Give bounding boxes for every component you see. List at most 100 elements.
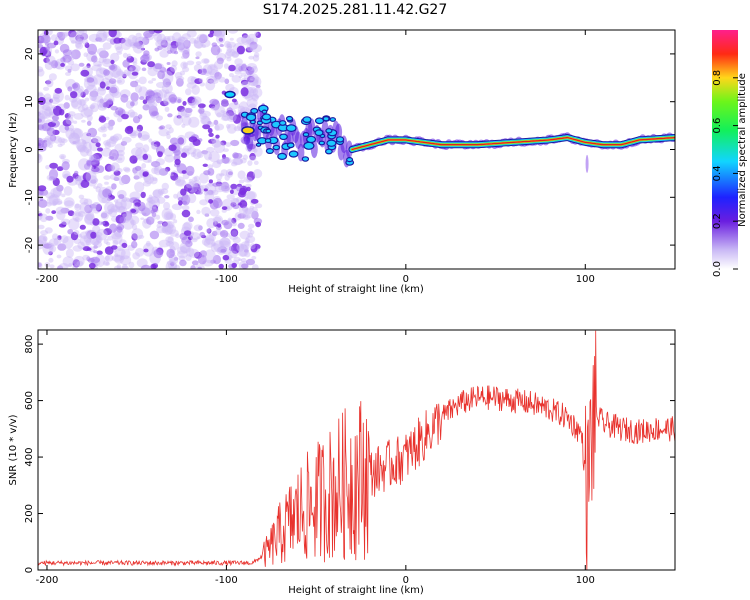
noise-blob: [54, 49, 60, 54]
noise-blob: [233, 256, 241, 262]
noise-blob: [39, 197, 44, 202]
noise-blob: [113, 199, 119, 203]
noise-blob: [75, 40, 82, 48]
noise-blob: [52, 233, 59, 240]
noise-blob: [176, 178, 182, 184]
trace-fragment: [329, 117, 336, 122]
noise-blob: [201, 238, 211, 246]
noise-blob: [226, 43, 233, 49]
noise-blob: [129, 64, 141, 72]
noise-blob: [51, 210, 57, 215]
noise-blob: [38, 96, 46, 106]
noise-blob: [110, 105, 118, 111]
noise-blob: [134, 205, 139, 209]
noise-blob: [45, 106, 52, 112]
noise-blob: [200, 115, 211, 125]
noise-blob: [150, 263, 157, 269]
x-tick-label: -200: [36, 575, 59, 586]
noise-blob: [183, 230, 192, 237]
noise-blob: [224, 40, 231, 48]
noise-blob: [82, 172, 92, 182]
noise-blob: [45, 201, 52, 207]
noise-blob: [161, 83, 173, 94]
noise-blob: [230, 198, 239, 204]
noise-blob: [147, 196, 160, 204]
noise-blob: [48, 194, 60, 205]
noise-blob: [104, 201, 115, 214]
noise-blob: [230, 183, 238, 190]
noise-blob: [38, 199, 48, 208]
noise-blob: [254, 31, 259, 36]
trace-fragment: [306, 135, 317, 144]
noise-blob: [114, 143, 126, 153]
noise-blob: [249, 155, 257, 161]
noise-blob: [232, 114, 241, 124]
noise-blob: [127, 109, 135, 118]
trace-fragment: [288, 150, 299, 158]
noise-blob: [207, 182, 214, 187]
noise-blob: [109, 86, 118, 94]
noise-blob: [215, 134, 220, 139]
noise-blob: [249, 41, 258, 50]
trace-fragment: [278, 120, 287, 126]
noise-blob: [157, 150, 163, 158]
noise-blob: [98, 56, 104, 64]
trace-fragment: [256, 120, 263, 126]
noise-blob: [255, 31, 261, 38]
noise-blob: [89, 90, 99, 98]
noise-blob: [63, 102, 70, 109]
noise-blob: [114, 248, 126, 258]
noise-blob: [59, 263, 69, 269]
noise-blob: [45, 192, 55, 199]
noise-blob: [119, 255, 132, 266]
noise-blob: [173, 219, 178, 224]
noise-blob: [125, 198, 132, 202]
trace-fragment: [302, 132, 310, 138]
noise-blob: [142, 36, 150, 46]
noise-blob: [67, 86, 73, 92]
noise-blob: [43, 97, 54, 105]
noise-blob: [237, 222, 245, 229]
noise-blob: [241, 263, 249, 269]
noise-blob: [90, 202, 102, 212]
noise-blob: [241, 33, 248, 39]
noise-blob: [216, 159, 223, 165]
noise-blob: [49, 134, 57, 142]
noise-blob: [211, 230, 218, 237]
noise-blob: [77, 211, 86, 217]
noise-blob: [237, 105, 245, 113]
noise-blob: [59, 43, 70, 54]
noise-blob: [104, 181, 109, 185]
noise-blob: [97, 86, 107, 96]
noise-blob: [156, 225, 167, 234]
y-tick-label: 20: [24, 48, 35, 61]
noise-blob: [121, 113, 129, 120]
noise-blob: [183, 145, 192, 151]
noise-blob: [86, 166, 94, 171]
noise-blob: [43, 57, 50, 63]
noise-blob: [182, 49, 190, 59]
noise-blob: [108, 30, 117, 38]
noise-blob: [112, 248, 117, 253]
noise-blob: [38, 139, 44, 149]
noise-blob: [194, 78, 203, 85]
noise-blob: [174, 158, 181, 166]
noise-blob: [134, 181, 145, 193]
noise-blob: [153, 32, 162, 42]
noise-blob: [72, 128, 84, 139]
noise-blob: [220, 169, 228, 176]
noise-blob: [116, 223, 125, 231]
noise-blob: [219, 44, 224, 47]
noise-blob: [190, 151, 197, 158]
noise-blob: [53, 237, 62, 246]
noise-blob: [118, 194, 125, 199]
x-tick-label: 0: [403, 274, 409, 285]
noise-blob: [149, 176, 158, 185]
noise-blob: [233, 126, 242, 132]
noise-blob: [238, 244, 249, 257]
noise-blob: [238, 258, 243, 262]
noise-blob: [165, 124, 172, 130]
noise-blob: [71, 83, 78, 89]
noise-blob: [48, 98, 54, 103]
noise-blob: [49, 162, 58, 169]
